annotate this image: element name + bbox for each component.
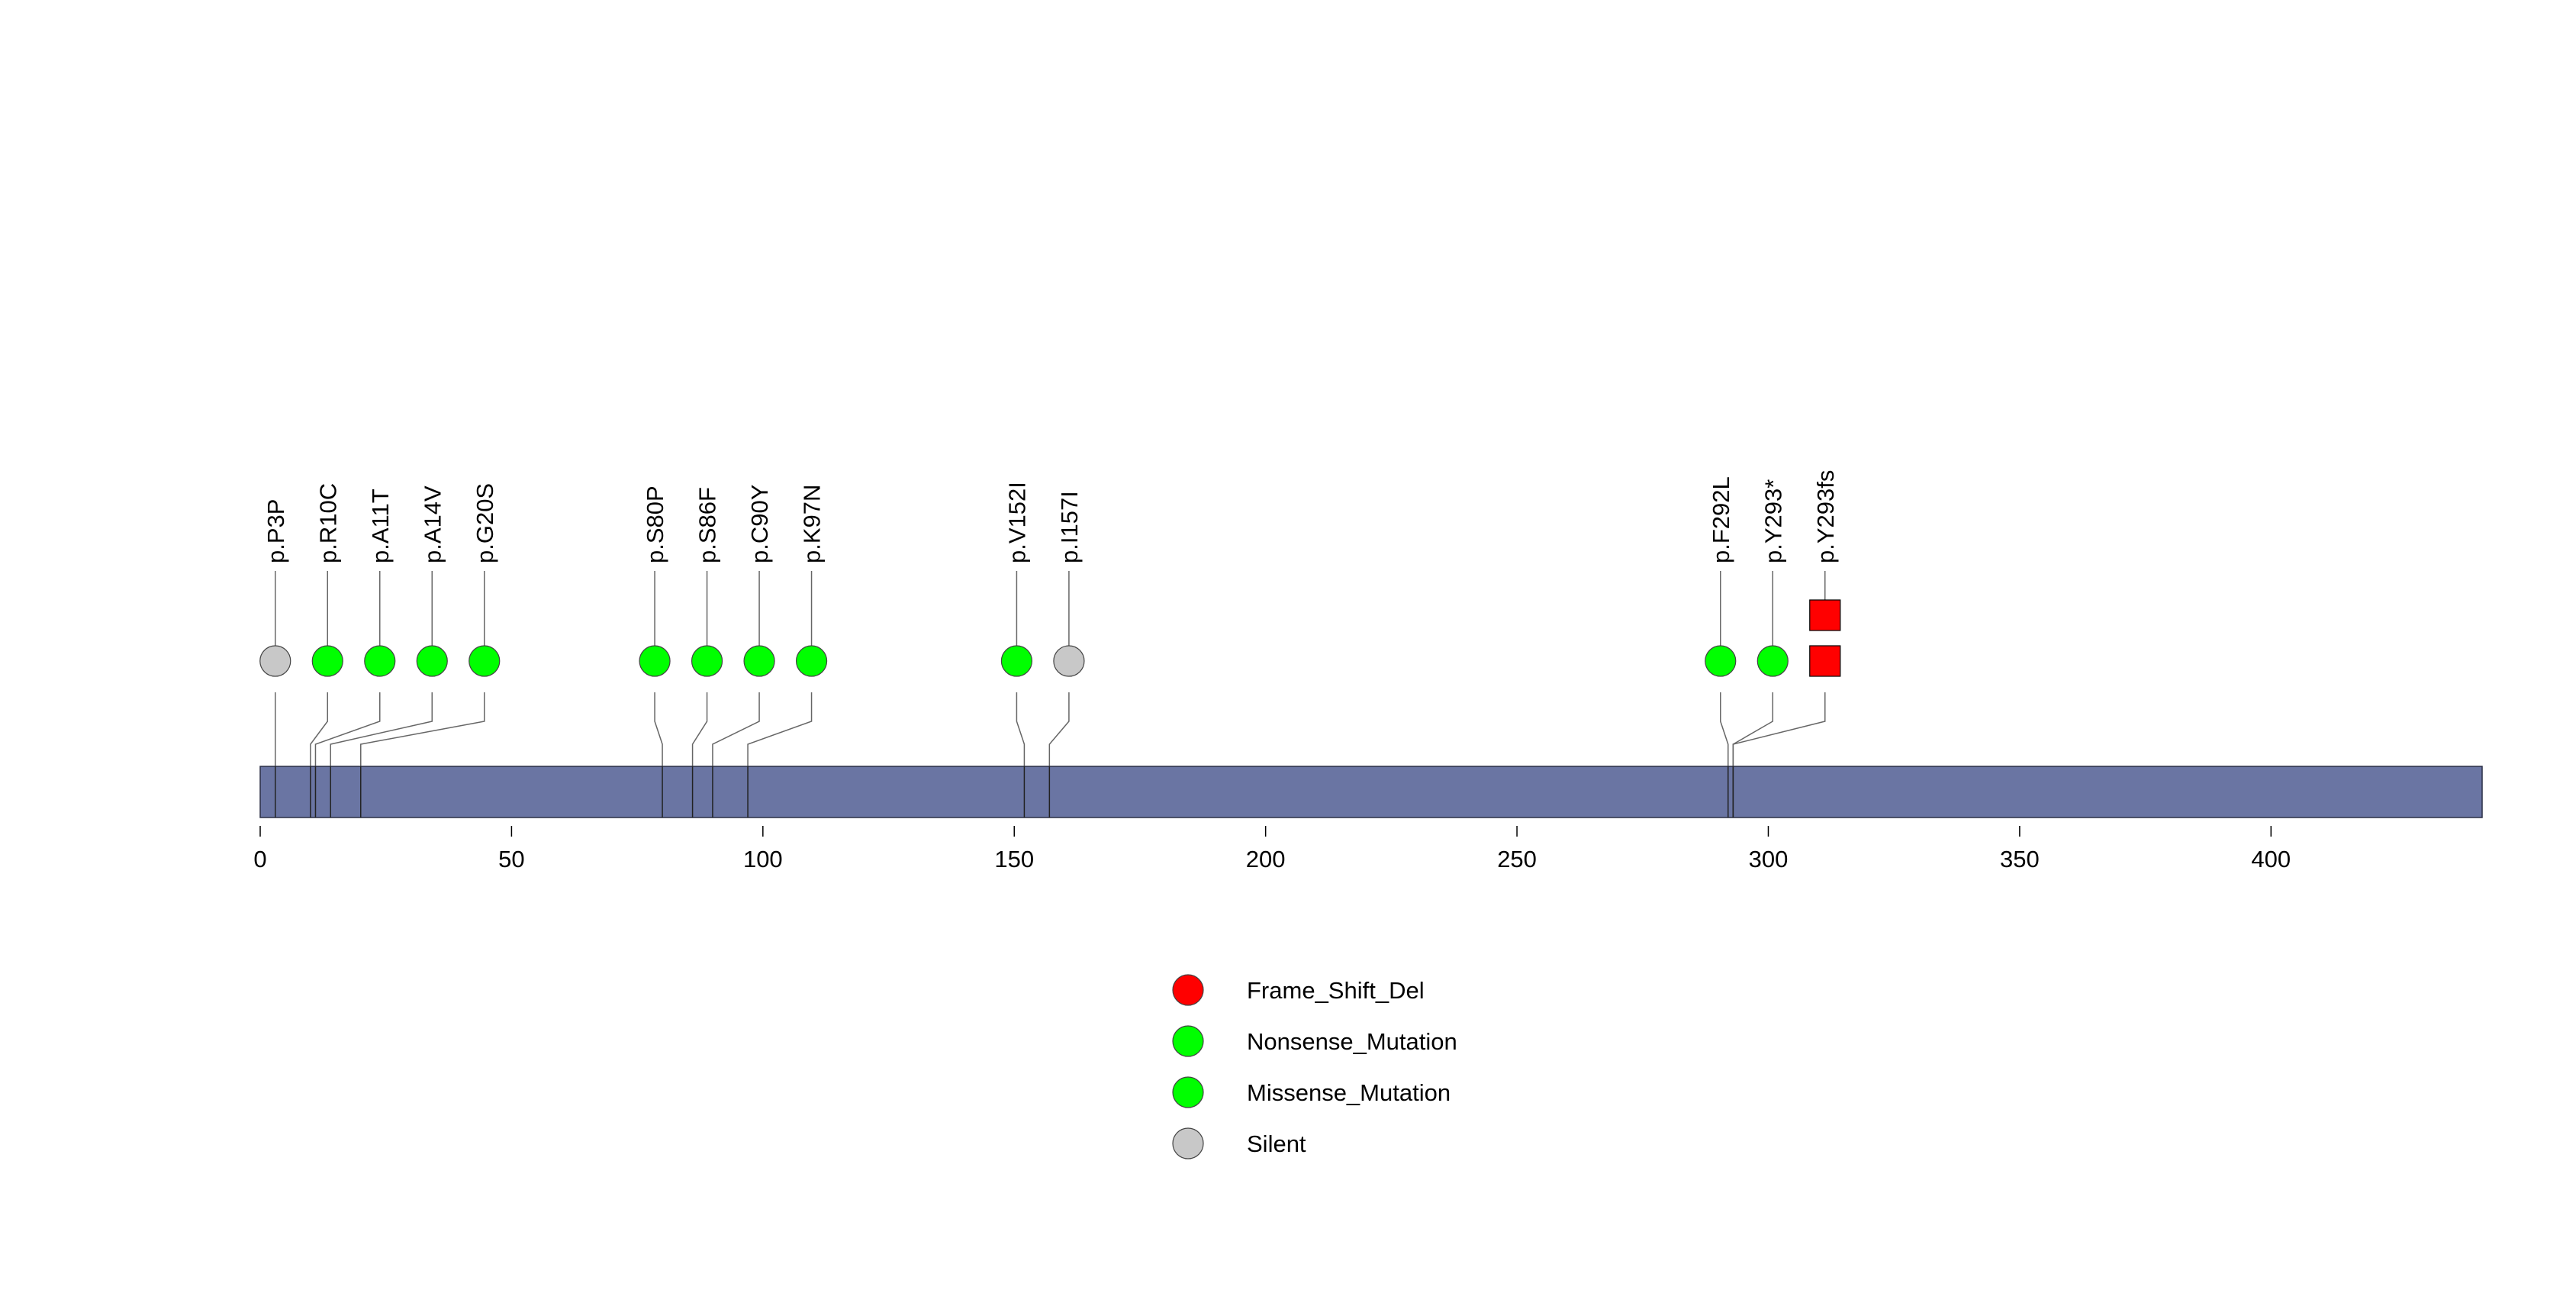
mutation-label: p.Y293fs [1812,470,1839,563]
missense-circle-marker [1705,645,1737,677]
missense-circle-marker [639,645,671,677]
silent-circle-marker [259,645,291,677]
mutation-label: p.R10C [314,483,341,563]
axis-tick-label: 350 [2000,846,2040,872]
mutation-label: p.F292L [1708,476,1734,563]
axis-tick-label: 100 [743,846,783,872]
missense-circle-marker [311,645,343,677]
x-axis: 0 50 100 150 200 250 300 350 400 [253,826,2291,872]
axis-tick-label: 400 [2251,846,2291,872]
legend-label: Frame_Shift_Del [1247,977,1425,1004]
protein-domain-bar [259,766,2483,818]
axis-tick-label: 0 [253,846,266,872]
mutation-label: p.Y293* [1760,479,1786,563]
missense-circle-marker [1000,645,1033,677]
mutation-label: p.K97N [799,485,826,563]
axis-tick-label: 300 [1749,846,1789,872]
frame-shift-square-marker [1809,645,1841,677]
legend-swatch [1172,1076,1204,1108]
legend-swatch [1172,974,1204,1006]
mutation-label: p.C90Y [746,485,773,563]
legend-label: Nonsense_Mutation [1247,1028,1457,1055]
mutation-label: p.A11T [367,489,394,563]
mutation-label: p.P3P [262,499,289,563]
missense-circle-marker [416,645,448,677]
missense-circle-marker [795,645,828,677]
mutation-markers [259,599,1841,677]
missense-circle-marker [1757,645,1789,677]
axis-tick-label: 150 [994,846,1034,872]
missense-circle-marker [469,645,501,677]
legend-swatch [1172,1025,1204,1057]
axis-tick-label: 50 [498,846,524,872]
mutation-label: p.S86F [694,487,721,563]
legend-swatch [1172,1127,1204,1159]
legend-label: Missense_Mutation [1247,1079,1451,1106]
missense-circle-marker [743,645,775,677]
frame-shift-square-marker [1809,599,1841,631]
mutation-label: p.G20S [472,483,498,563]
axis-tick-label: 250 [1497,846,1537,872]
legend-label: Silent [1247,1130,1306,1157]
mutation-labels: p.P3P p.R10C p.A11T p.A14V p.G20S p.S80P p.S86… [262,470,1839,563]
mutation-label: p.A14V [419,485,446,563]
mutation-label: p.I157I [1056,491,1083,563]
axis-tick-label: 200 [1246,846,1286,872]
missense-circle-marker [691,645,723,677]
position-marker-lines [275,766,1734,818]
missense-circle-marker [364,645,396,677]
mutation-label: p.V152I [1003,482,1030,563]
legend: Frame_Shift_Del Nonsense_Mutation Missense… [1172,974,1457,1159]
silent-circle-marker [1053,645,1085,677]
mutation-label: p.S80P [642,485,668,563]
